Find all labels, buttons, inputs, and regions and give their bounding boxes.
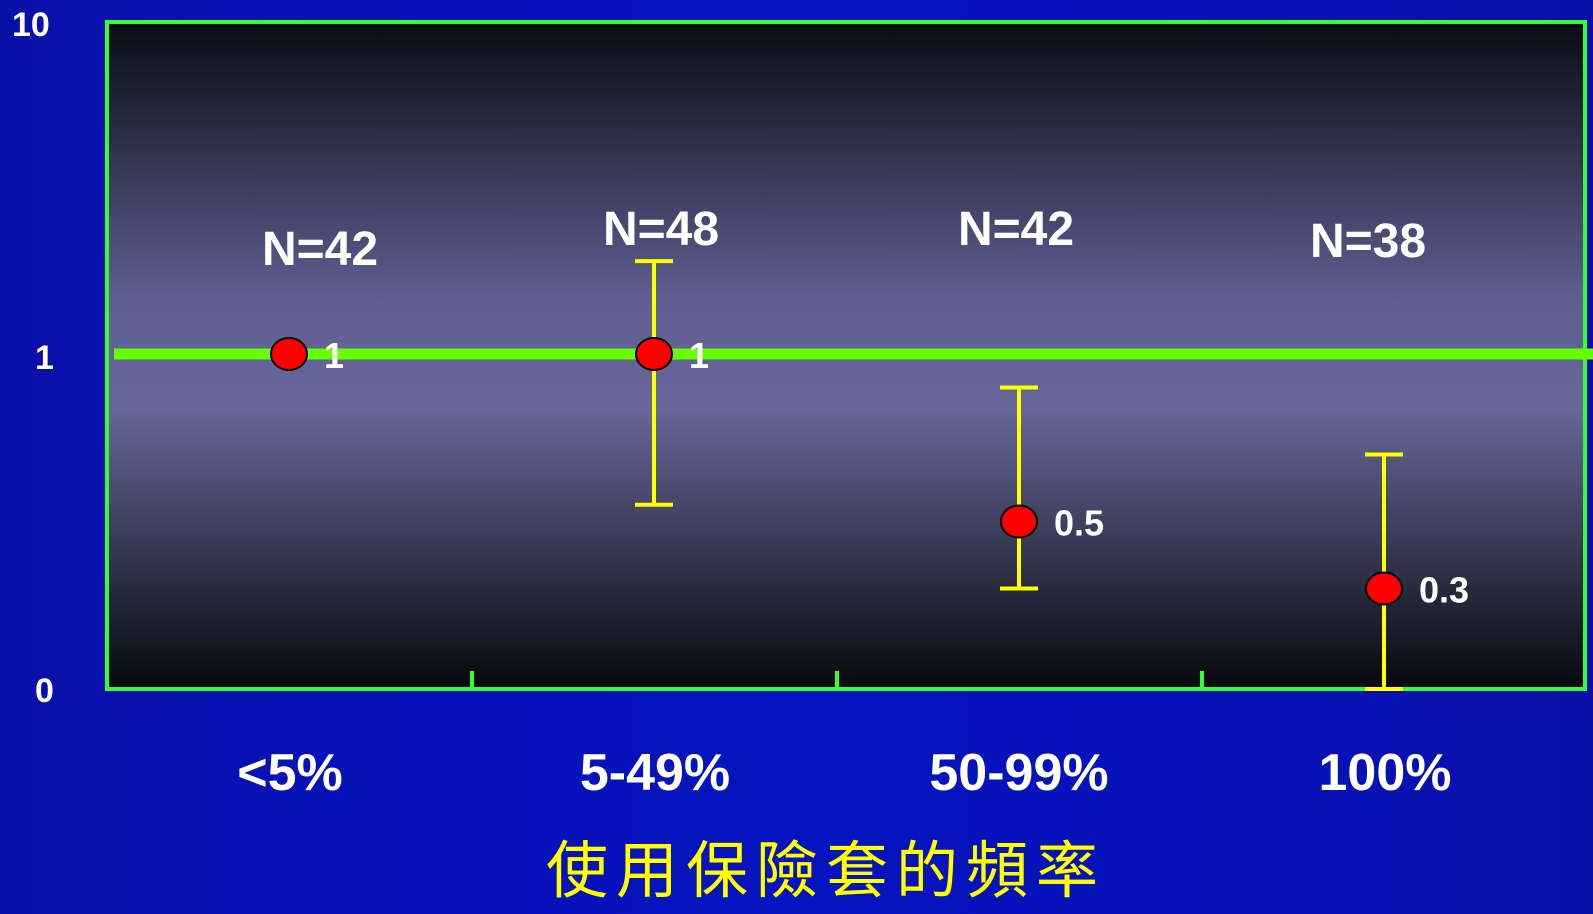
- sample-size-labels: N=42 N=48 N=42 N=38: [262, 203, 1426, 276]
- y-tick-label-middle: 1: [35, 339, 54, 377]
- y-tick-label-bottom: 0: [35, 672, 54, 710]
- x-axis-title: 使用保險套的頻率: [546, 834, 1106, 907]
- y-tick-labels: 10 1 0: [12, 6, 54, 710]
- sample-size-label: N=48: [603, 203, 719, 256]
- category-label: 5-49%: [580, 744, 730, 802]
- category-label: 100%: [1319, 744, 1452, 802]
- sample-size-label: N=42: [958, 203, 1074, 256]
- value-label: 0.3: [1419, 570, 1469, 611]
- category-labels: <5% 5-49% 50-99% 100%: [237, 744, 1451, 802]
- sample-size-label: N=38: [1310, 215, 1426, 268]
- category-label: 50-99%: [929, 744, 1108, 802]
- value-label: 1: [324, 335, 344, 376]
- data-point: [270, 337, 308, 371]
- y-tick-label-top: 10: [12, 6, 50, 44]
- value-label: 0.5: [1054, 503, 1104, 544]
- data-point: [1365, 571, 1403, 606]
- data-marks: 0.5 0.3 1 1: [114, 259, 1593, 691]
- value-label: 1: [689, 335, 709, 376]
- category-label: <5%: [237, 744, 343, 802]
- x-ticks: [470, 671, 1204, 689]
- data-point: [635, 337, 673, 371]
- sample-size-label: N=42: [262, 223, 378, 276]
- data-point: [1000, 504, 1038, 539]
